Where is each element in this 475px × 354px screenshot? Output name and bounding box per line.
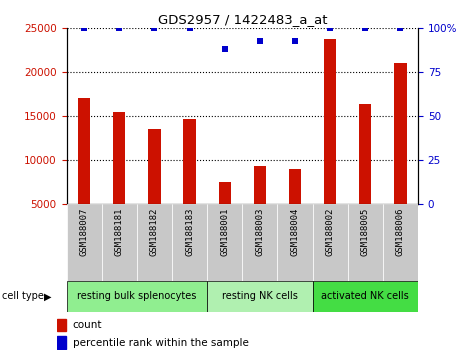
Bar: [277, 204, 313, 281]
Bar: [183, 119, 196, 204]
Point: [291, 38, 299, 44]
Text: GSM188005: GSM188005: [361, 207, 370, 256]
Point: [256, 38, 264, 44]
Text: GSM188183: GSM188183: [185, 207, 194, 256]
Point: [186, 25, 193, 31]
Bar: [66, 281, 207, 312]
Bar: [66, 204, 102, 281]
Bar: [102, 204, 137, 281]
Bar: [148, 129, 161, 204]
Bar: [207, 281, 313, 312]
Text: resting bulk splenocytes: resting bulk splenocytes: [77, 291, 197, 302]
Text: GSM188007: GSM188007: [80, 207, 88, 256]
Bar: [137, 204, 172, 281]
Bar: [78, 98, 90, 204]
Bar: [242, 204, 277, 281]
Text: GSM188006: GSM188006: [396, 207, 405, 256]
Bar: [313, 204, 348, 281]
Bar: [254, 166, 266, 204]
Bar: [359, 104, 371, 204]
Bar: [313, 281, 418, 312]
Text: activated NK cells: activated NK cells: [322, 291, 409, 302]
Point: [221, 46, 228, 52]
Bar: [57, 336, 66, 349]
Text: resting NK cells: resting NK cells: [222, 291, 298, 302]
Bar: [207, 204, 242, 281]
Text: GSM188182: GSM188182: [150, 207, 159, 256]
Text: count: count: [73, 320, 102, 330]
Text: GSM188001: GSM188001: [220, 207, 229, 256]
Point: [326, 25, 334, 31]
Text: ▶: ▶: [44, 291, 51, 302]
Point: [151, 25, 158, 31]
Text: GSM188002: GSM188002: [326, 207, 334, 256]
Bar: [172, 204, 207, 281]
Text: GSM188003: GSM188003: [256, 207, 264, 256]
Bar: [57, 319, 66, 331]
Text: GSM188181: GSM188181: [115, 207, 124, 256]
Point: [397, 25, 404, 31]
Point: [115, 25, 123, 31]
Bar: [348, 204, 383, 281]
Bar: [324, 39, 336, 204]
Text: cell type: cell type: [2, 291, 44, 302]
Point: [361, 25, 369, 31]
Title: GDS2957 / 1422483_a_at: GDS2957 / 1422483_a_at: [158, 13, 327, 26]
Bar: [218, 182, 231, 204]
Bar: [383, 204, 418, 281]
Point: [80, 25, 88, 31]
Text: percentile rank within the sample: percentile rank within the sample: [73, 338, 249, 348]
Bar: [113, 112, 125, 204]
Bar: [394, 63, 407, 204]
Text: GSM188004: GSM188004: [291, 207, 299, 256]
Bar: [289, 169, 301, 204]
